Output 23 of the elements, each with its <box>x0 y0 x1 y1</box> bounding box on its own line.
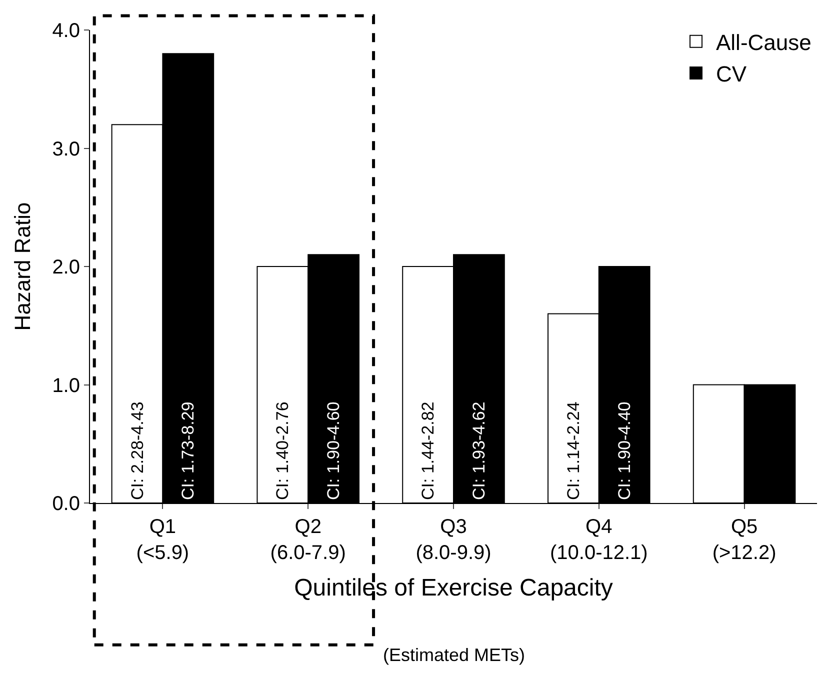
data-label: CI: 1.14-2.24 <box>564 402 583 500</box>
data-label: CI: 1.44-2.82 <box>418 402 438 500</box>
x-tick-label: Q2 (6.0-7.9) <box>270 516 346 564</box>
y-tick-label: 0.0 <box>52 493 80 515</box>
x-tick-label: Q3 (8.0-9.9) <box>416 516 492 564</box>
x-tick-label: Q4 (10.0-12.1) <box>550 516 648 564</box>
y-tick-label: 4.0 <box>52 20 80 42</box>
data-label: CI: 1.90-4.60 <box>324 402 344 500</box>
legend-label: CV <box>716 62 747 87</box>
x-tick-label: Q1 (<5.9) <box>136 516 190 564</box>
y-tick-label: 3.0 <box>52 138 80 160</box>
y-tick-label: 2.0 <box>52 256 80 278</box>
data-label: CI: 1.40-2.76 <box>273 402 292 500</box>
x-tick-label: Q5 (>12.2) <box>712 516 776 564</box>
x-axis-title: Quintiles of Exercise Capacity <box>294 574 613 602</box>
data-label: CI: 2.28-4.43 <box>128 402 147 500</box>
text: (Estimated METs) <box>383 645 526 665</box>
data-label: CI: 1.90-4.40 <box>614 402 634 500</box>
data-label: CI: 1.93-4.62 <box>469 402 488 500</box>
legend-label: All-Cause <box>716 30 812 55</box>
data-label: CI: 1.73-8.29 <box>178 402 198 500</box>
y-axis-title: Hazard Ratio <box>10 202 35 331</box>
y-tick-label: 1.0 <box>52 374 80 397</box>
